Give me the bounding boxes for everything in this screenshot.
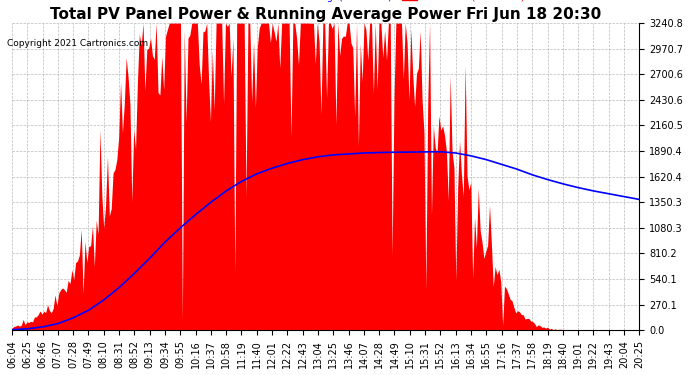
Title: Total PV Panel Power & Running Average Power Fri Jun 18 20:30: Total PV Panel Power & Running Average P… <box>50 7 601 22</box>
Legend: Average(DC Watts), PV Panels(DC Watts): Average(DC Watts), PV Panels(DC Watts) <box>273 0 529 6</box>
Text: Copyright 2021 Cartronics.com: Copyright 2021 Cartronics.com <box>7 39 148 48</box>
